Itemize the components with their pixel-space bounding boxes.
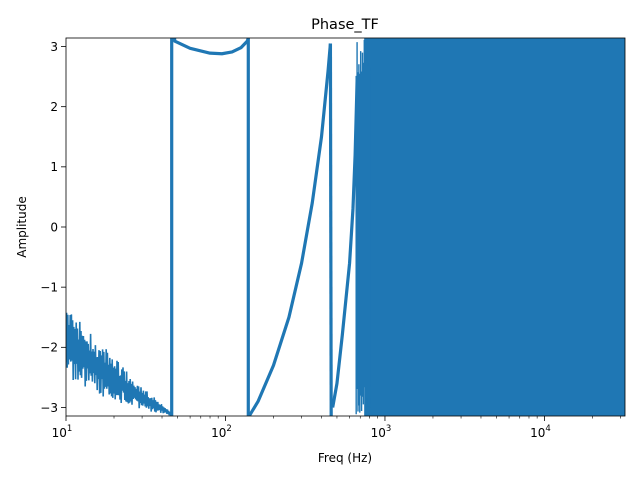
series-line-segment bbox=[331, 76, 359, 408]
x-axis-label: Freq (Hz) bbox=[318, 451, 372, 465]
x-tick-label: 104 bbox=[530, 424, 551, 440]
y-axis-ticks: 3 2 1 0 −1 −2 −3 bbox=[40, 40, 66, 415]
y-tick-label: 3 bbox=[50, 40, 58, 54]
y-axis-label: Amplitude bbox=[15, 196, 29, 258]
y-tick-label: −1 bbox=[40, 280, 58, 294]
x-tick-label: 101 bbox=[52, 424, 73, 440]
series-line-segment bbox=[173, 38, 250, 56]
y-tick-label: 0 bbox=[50, 220, 58, 234]
series-0 bbox=[66, 38, 625, 416]
y-tick-label: 2 bbox=[50, 100, 58, 114]
x-axis-ticks: 101 102 103 104 bbox=[52, 416, 621, 440]
chart-title: Phase_TF bbox=[311, 17, 379, 33]
plot-area bbox=[66, 38, 625, 416]
y-tick-label: −3 bbox=[40, 401, 58, 415]
series-dense-region bbox=[364, 38, 625, 416]
x-tick-label: 103 bbox=[371, 424, 392, 440]
x-tick-label: 102 bbox=[211, 424, 232, 440]
series-noise-band bbox=[66, 312, 173, 416]
y-tick-label: 1 bbox=[50, 160, 58, 174]
series-dense-edge bbox=[355, 39, 371, 415]
series-line-segment bbox=[247, 43, 333, 416]
series-line-segment bbox=[328, 43, 333, 416]
y-tick-label: −2 bbox=[40, 341, 58, 355]
